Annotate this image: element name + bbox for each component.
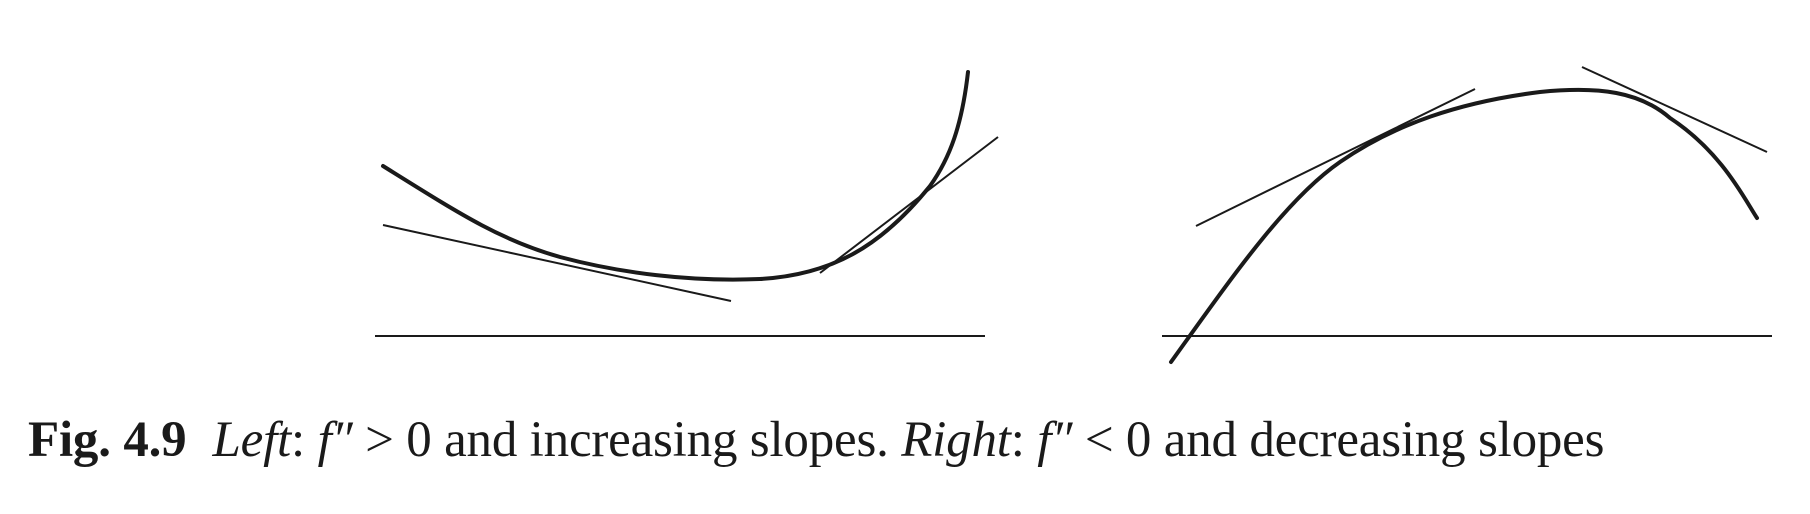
- caption-right-condition: < 0 and decreasing slopes: [1072, 412, 1605, 468]
- caption-right-fn: f″: [1037, 412, 1073, 468]
- caption-left-condition: > 0 and increasing slopes.: [352, 412, 902, 468]
- caption-right-word: Right: [901, 412, 1011, 468]
- caption-left-fn: f″: [317, 412, 353, 468]
- figure-label: Fig. 4.9: [28, 412, 187, 468]
- caption-colon-right: :: [1010, 412, 1038, 468]
- right-panel: [1162, 66, 1772, 364]
- left-panel: [375, 70, 999, 337]
- left-convex-curve: [381, 70, 970, 282]
- right-tangent-line-2: [1581, 66, 1768, 153]
- left-tangent-line-2: [819, 136, 999, 274]
- caption-left-word: Left: [212, 412, 292, 468]
- caption-colon-left: :: [291, 412, 318, 468]
- left-tangent-line-1: [382, 224, 732, 302]
- figure-caption: Fig. 4.9 Left: f″ > 0 and increasing slop…: [28, 410, 1604, 470]
- right-concave-curve: [1169, 87, 1759, 364]
- right-tangent-line-1: [1195, 88, 1476, 227]
